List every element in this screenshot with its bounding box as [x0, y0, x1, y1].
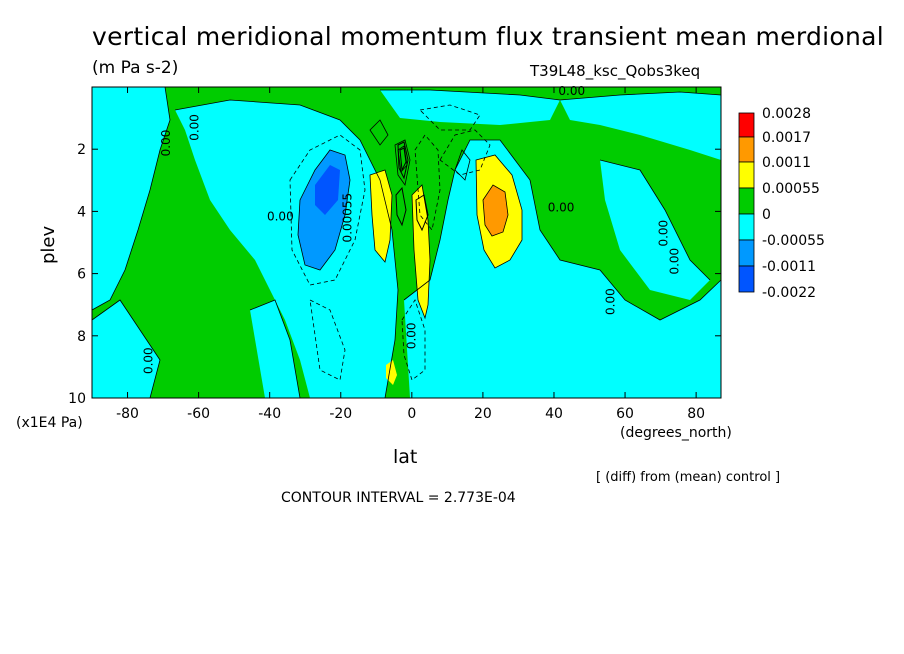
colorbar-swatch-0011: [738, 161, 755, 189]
x-tick-label: 40: [545, 406, 563, 422]
colorbar-swatch-0: [738, 213, 755, 241]
fill-cyan-west: [92, 87, 170, 310]
y-tick-label: 10: [68, 391, 86, 407]
colorbar-label: -0.0011: [762, 259, 816, 275]
fill-orange-east: [483, 185, 508, 236]
contour-label: 0.00: [188, 114, 202, 141]
fill-cyan-top-center: [380, 90, 560, 125]
y-tick-label: 4: [77, 204, 86, 220]
colorbar-label: 0.0011: [762, 155, 811, 171]
x-tick-label: -60: [187, 406, 210, 422]
fill-cyan-east-top: [560, 92, 721, 160]
negative-contour-lines: [289, 104, 491, 381]
fill-cyan-midsouth: [250, 300, 300, 398]
contour-label: 0.00: [603, 288, 617, 315]
colorbar-label: 0.0028: [762, 106, 811, 122]
x-axis-ticks: -80 -60 -40 -20 0 20 40 60 80: [116, 87, 705, 422]
fill-yellow-center-left: [370, 170, 392, 262]
contour-lines: [92, 87, 721, 398]
colorbar-swatch-m00055: [738, 239, 755, 267]
contour-label: 0.00: [558, 84, 585, 98]
colorbar-labels: 0.0028 0.0017 0.0011 0.00055 0 -0.00055 -0.001…: [762, 106, 825, 301]
contour-label: 0.00: [667, 248, 681, 275]
experiment-label: T39L48_ksc_Qobs3keq: [530, 62, 701, 80]
difference-note: [ (diff) from (mean) control ]: [596, 470, 781, 485]
units-label: (m Pa s-2): [92, 58, 179, 78]
chart-title: vertical meridional momentum flux transi…: [92, 22, 885, 51]
x-tick-label: 80: [687, 406, 705, 422]
fill-blue-west-inner: [315, 165, 340, 215]
x-tick-label: 0: [407, 406, 416, 422]
fill-yellow-southcenter: [386, 360, 397, 385]
contour-label: 0.00: [159, 130, 173, 157]
contour-label: 0.00055: [340, 193, 354, 243]
fill-cyan-southwest: [92, 300, 160, 398]
colorbar-swatch-0028: [738, 112, 755, 138]
colorbar-label: -0.0022: [762, 285, 816, 301]
x-tick-label: -20: [329, 406, 352, 422]
plot-frame: [91, 86, 722, 399]
colorbar: [738, 112, 755, 293]
colorbar-swatch-00055: [738, 187, 755, 215]
x-tick-label: -40: [258, 406, 281, 422]
y-axis-label: plev: [38, 225, 59, 264]
contour-interval-label: CONTOUR INTERVAL = 2.773E-04: [281, 490, 516, 506]
fill-cyan-east: [600, 160, 710, 300]
contour-fills: [92, 87, 721, 398]
colorbar-label: -0.00055: [762, 233, 825, 249]
x-tick-label: -80: [116, 406, 139, 422]
colorbar-swatch-m0011: [738, 265, 755, 293]
colorbar-label: 0.00055: [762, 181, 820, 197]
y-axis-ticks: 2 4 6 8 10: [68, 142, 721, 407]
contour-label: 0.00: [267, 210, 294, 224]
contour-label: 0.00: [404, 322, 418, 349]
y-tick-label: 8: [77, 329, 86, 345]
x-tick-label: 60: [616, 406, 634, 422]
colorbar-swatch-0017: [738, 136, 755, 163]
y-axis-unit: (x1E4 Pa): [16, 415, 83, 431]
contour-label: 0.00: [657, 220, 671, 247]
contour-label: 0.00: [548, 200, 575, 214]
contour-label: 0.00: [141, 347, 155, 374]
colorbar-label: 0.0017: [762, 130, 811, 146]
equatorial-contour-cluster: [395, 141, 429, 232]
x-axis-unit: (degrees_north): [620, 425, 732, 441]
x-tick-label: 20: [474, 406, 492, 422]
colorbar-label: 0: [762, 207, 771, 223]
y-tick-label: 2: [77, 142, 86, 158]
x-axis-label: lat: [393, 446, 418, 468]
contour-labels: 0.000.000.00 0.000550.000.000.000.000.000…: [141, 84, 681, 374]
y-tick-label: 6: [77, 267, 86, 283]
